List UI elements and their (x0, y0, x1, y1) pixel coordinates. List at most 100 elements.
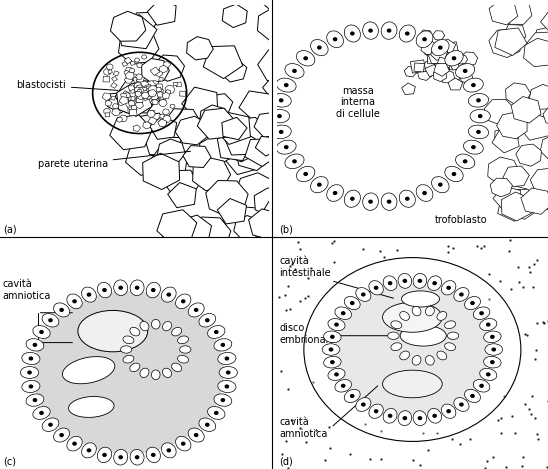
Ellipse shape (285, 154, 304, 169)
Ellipse shape (398, 273, 412, 288)
Circle shape (293, 69, 296, 72)
Circle shape (304, 257, 521, 441)
Text: cavità
amniotica: cavità amniotica (279, 417, 328, 439)
Ellipse shape (480, 318, 497, 331)
Text: parete uterina: parete uterina (38, 151, 191, 169)
Circle shape (331, 361, 334, 363)
Circle shape (492, 348, 495, 351)
Circle shape (49, 319, 52, 322)
Circle shape (472, 146, 475, 149)
Ellipse shape (445, 51, 463, 66)
Ellipse shape (369, 404, 384, 418)
Ellipse shape (483, 356, 501, 368)
Ellipse shape (140, 368, 149, 378)
Circle shape (403, 280, 407, 282)
Ellipse shape (335, 307, 351, 319)
Ellipse shape (425, 306, 434, 316)
Ellipse shape (344, 190, 361, 207)
Ellipse shape (188, 428, 204, 442)
Ellipse shape (311, 39, 328, 56)
Circle shape (423, 192, 426, 195)
Circle shape (318, 46, 321, 49)
Ellipse shape (344, 389, 360, 402)
Ellipse shape (344, 296, 360, 310)
Circle shape (418, 280, 421, 282)
Circle shape (351, 32, 354, 35)
Circle shape (439, 46, 442, 49)
Ellipse shape (445, 166, 463, 182)
Circle shape (167, 449, 170, 452)
Ellipse shape (444, 343, 455, 351)
Circle shape (491, 335, 494, 338)
Ellipse shape (82, 443, 96, 458)
Ellipse shape (383, 303, 442, 332)
Circle shape (471, 302, 474, 304)
Ellipse shape (214, 339, 232, 351)
Ellipse shape (444, 321, 455, 329)
Text: disco
embrionale: disco embrionale (279, 323, 335, 345)
Ellipse shape (399, 351, 409, 360)
Ellipse shape (208, 407, 225, 419)
Circle shape (335, 373, 338, 376)
Ellipse shape (269, 109, 290, 123)
Text: (d): (d) (279, 456, 293, 466)
Ellipse shape (188, 303, 204, 317)
Text: cavità
intestinale: cavità intestinale (279, 257, 331, 278)
Ellipse shape (335, 379, 351, 392)
Text: (a): (a) (3, 224, 16, 234)
Circle shape (369, 29, 372, 32)
Circle shape (215, 412, 218, 414)
Ellipse shape (400, 325, 446, 346)
Circle shape (33, 399, 37, 401)
Circle shape (167, 293, 170, 296)
Ellipse shape (172, 327, 181, 336)
Circle shape (225, 385, 229, 388)
Ellipse shape (327, 185, 344, 201)
Ellipse shape (26, 394, 44, 406)
Ellipse shape (54, 428, 70, 442)
Ellipse shape (175, 436, 191, 451)
Ellipse shape (455, 154, 475, 169)
Ellipse shape (296, 166, 315, 182)
Ellipse shape (454, 287, 469, 302)
Ellipse shape (399, 311, 409, 320)
Circle shape (387, 200, 391, 203)
Ellipse shape (344, 25, 361, 42)
Text: (c): (c) (3, 456, 16, 466)
Ellipse shape (271, 125, 292, 139)
Ellipse shape (162, 443, 176, 458)
Ellipse shape (296, 51, 315, 66)
Circle shape (206, 319, 209, 322)
Circle shape (452, 173, 455, 175)
Text: massa
interna
di cellule: massa interna di cellule (336, 86, 380, 119)
Circle shape (318, 183, 321, 186)
Ellipse shape (413, 273, 427, 288)
Circle shape (335, 323, 338, 326)
Circle shape (60, 434, 63, 437)
Ellipse shape (175, 294, 191, 309)
Ellipse shape (113, 449, 128, 465)
Circle shape (333, 192, 336, 195)
Ellipse shape (441, 404, 456, 418)
Ellipse shape (383, 276, 397, 290)
Circle shape (464, 160, 467, 163)
Ellipse shape (469, 93, 489, 107)
Circle shape (152, 289, 155, 291)
Circle shape (460, 293, 463, 296)
Ellipse shape (416, 31, 433, 47)
Ellipse shape (199, 418, 216, 431)
Ellipse shape (356, 398, 371, 411)
Circle shape (28, 371, 31, 374)
Ellipse shape (413, 411, 427, 425)
Circle shape (331, 335, 334, 338)
Ellipse shape (464, 140, 483, 154)
Ellipse shape (311, 177, 328, 193)
Ellipse shape (22, 380, 40, 393)
Ellipse shape (123, 336, 134, 344)
Circle shape (362, 403, 365, 406)
Circle shape (406, 32, 409, 35)
Circle shape (351, 302, 354, 304)
Ellipse shape (437, 311, 447, 320)
Ellipse shape (113, 280, 128, 295)
Ellipse shape (383, 408, 397, 423)
